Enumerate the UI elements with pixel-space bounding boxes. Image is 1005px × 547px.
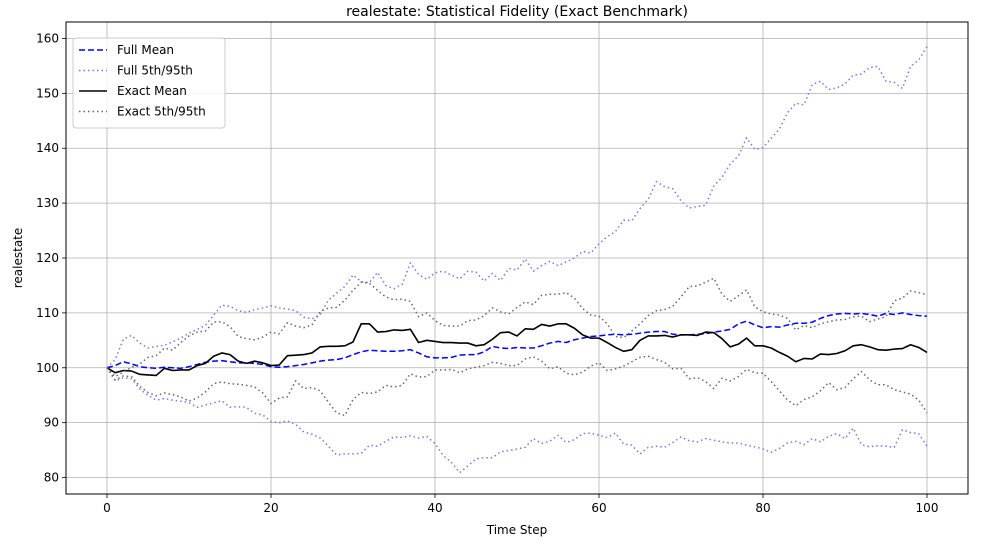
x-axis-label: Time Step xyxy=(486,523,548,537)
x-tick-label: 40 xyxy=(427,501,442,515)
y-tick-label: 80 xyxy=(44,471,59,485)
y-tick-label: 150 xyxy=(36,86,59,100)
series-line-full-5th-95th-lower xyxy=(106,367,928,474)
series-line-exact-5th-95th xyxy=(106,277,928,378)
y-axis-label: realestate xyxy=(11,228,25,289)
series-lines xyxy=(106,46,928,474)
y-tick-label: 120 xyxy=(36,251,59,265)
x-tick-label: 20 xyxy=(263,501,278,515)
grid xyxy=(66,22,968,494)
y-tick-label: 100 xyxy=(36,361,59,375)
series-line-exact-5th-95th-lower xyxy=(106,355,928,417)
legend: Full Mean Full 5th/95th Exact Mean Exact 5t… xyxy=(72,37,226,129)
series-line-exact-mean xyxy=(106,323,928,377)
x-tick-label: 60 xyxy=(591,501,606,515)
y-tick-label: 90 xyxy=(44,416,59,430)
x-tick-label: 80 xyxy=(755,501,770,515)
y-tick-label: 160 xyxy=(36,31,59,45)
chart-title: realestate: Statistical Fidelity (Exact … xyxy=(346,4,688,20)
y-tick-label: 140 xyxy=(36,141,59,155)
legend-label: Full Mean xyxy=(117,43,174,57)
legend-label: Exact Mean xyxy=(117,84,187,98)
series-line-full-5th-95th xyxy=(106,46,928,369)
y-tick-label: 110 xyxy=(36,306,59,320)
series-line-full-mean xyxy=(106,312,928,370)
y-tick-label: 130 xyxy=(36,196,59,210)
x-tick-label: 100 xyxy=(916,501,939,515)
axis-ticks: 0 20 40 60 80 100 80 90 100 110 120 130 140 150 160 xyxy=(36,31,938,515)
legend-label: Full 5th/95th xyxy=(117,64,193,78)
legend-label: Exact 5th/95th xyxy=(117,105,206,119)
legend-box xyxy=(72,37,226,129)
x-tick-label: 0 xyxy=(103,501,111,515)
